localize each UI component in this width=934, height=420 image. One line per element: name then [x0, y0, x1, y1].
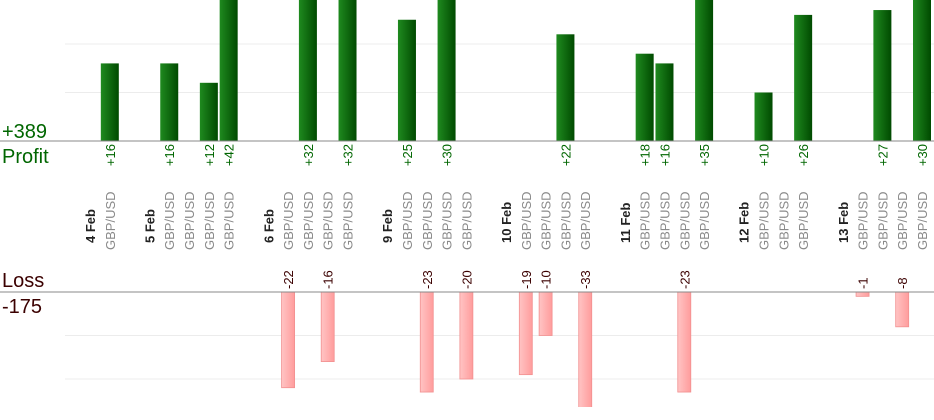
pair-label: GBP/USD	[875, 191, 890, 250]
date-label: 11 Feb	[618, 202, 633, 243]
profit-value-label: +30	[440, 144, 455, 166]
pair-label: GBP/USD	[539, 191, 554, 250]
pair-label: GBP/USD	[657, 191, 672, 250]
profit-value-label: +10	[757, 144, 772, 166]
profit-value-label: +12	[202, 144, 217, 166]
loss-bar	[459, 292, 474, 380]
loss-value-label: -10	[539, 270, 554, 289]
pair-label: GBP/USD	[459, 191, 474, 250]
profit-bar	[873, 10, 892, 141]
date-label: 10 Feb	[499, 202, 514, 243]
loss-value-label: -23	[677, 270, 692, 289]
profit-value-label: +35	[697, 144, 712, 166]
loss-value-label: -1	[856, 277, 871, 289]
loss-value-label: -23	[420, 270, 435, 289]
loss-bar	[895, 292, 910, 328]
pair-label: GBP/USD	[578, 191, 593, 250]
loss-value-label: -8	[895, 277, 910, 289]
loss-bar	[538, 292, 553, 336]
profit-value-label: +22	[558, 144, 573, 166]
loss-bar	[419, 292, 434, 393]
loss-value-label: -19	[519, 270, 534, 289]
loss-value-label: -33	[578, 270, 593, 289]
profit-total: +389	[2, 121, 47, 143]
pair-label: GBP/USD	[895, 191, 910, 250]
pair-label: GBP/USD	[162, 191, 177, 250]
pair-label: GBP/USD	[202, 191, 217, 250]
pair-label: GBP/USD	[440, 191, 455, 250]
loss-value-label: -22	[281, 270, 296, 289]
loss-total: -175	[2, 296, 42, 318]
pair-label: GBP/USD	[856, 191, 871, 250]
profit-bar	[100, 63, 119, 141]
pair-label: GBP/USD	[757, 191, 772, 250]
pair-label: GBP/USD	[677, 191, 692, 250]
pair-label: GBP/USD	[341, 191, 356, 250]
bars	[100, 0, 931, 407]
profit-bar	[397, 19, 416, 141]
pair-label: GBP/USD	[638, 191, 653, 250]
profit-bar	[635, 53, 654, 141]
pair-label: GBP/USD	[301, 191, 316, 250]
profit-value-label: +18	[638, 144, 653, 166]
profit-bar	[160, 63, 179, 141]
loss-value-label: -20	[459, 270, 474, 289]
pair-label: GBP/USD	[222, 191, 237, 250]
profit-value-label: +42	[222, 144, 237, 166]
profit-bar	[298, 0, 317, 141]
loss-bar	[518, 292, 533, 376]
date-label: 9 Feb	[380, 209, 395, 243]
profit-bar	[219, 0, 238, 141]
gridlines	[65, 43, 934, 380]
profit-bar	[655, 63, 674, 141]
profit-bar	[794, 14, 813, 141]
pair-label: GBP/USD	[915, 191, 930, 250]
loss-bar	[855, 292, 870, 297]
loss-bar	[320, 292, 335, 362]
axis-labels: 4 Feb GBP/USD +16 5 Feb GBP/USD +16 GBP/USD GBP…	[83, 144, 930, 289]
profit-value-label: +32	[341, 144, 356, 166]
profit-bar	[556, 34, 575, 141]
profit-value-label: +16	[657, 144, 672, 166]
date-label: 6 Feb	[261, 209, 276, 243]
loss-bar	[281, 292, 295, 389]
profit-bar	[338, 0, 357, 141]
pair-label: GBP/USD	[519, 191, 534, 250]
profit-value-label: +16	[162, 144, 177, 166]
profit-value-label: +30	[915, 144, 930, 166]
pair-label: GBP/USD	[776, 191, 791, 250]
profit-bar	[913, 0, 931, 141]
profit-bar	[437, 0, 456, 141]
profit-bar	[199, 82, 218, 141]
date-label: 12 Feb	[737, 202, 752, 243]
profit-value-label: +16	[103, 144, 118, 166]
loss-value-label: -16	[321, 270, 336, 289]
pair-label: GBP/USD	[182, 191, 197, 250]
profit-label: Profit	[2, 146, 49, 168]
date-label: 13 Feb	[836, 202, 851, 243]
profit-bar	[695, 0, 714, 141]
profit-value-label: +25	[400, 144, 415, 166]
date-label: 4 Feb	[83, 209, 98, 243]
pair-label: GBP/USD	[796, 191, 811, 250]
pair-label: GBP/USD	[281, 191, 296, 250]
loss-bar	[578, 292, 593, 407]
pair-label: GBP/USD	[420, 191, 435, 250]
loss-bar	[677, 292, 692, 393]
pair-label: GBP/USD	[558, 191, 573, 250]
pair-label: GBP/USD	[103, 191, 118, 250]
profit-value-label: +26	[796, 144, 811, 166]
profit-bar	[754, 92, 773, 141]
profit-value-label: +27	[875, 144, 890, 166]
pair-label: GBP/USD	[697, 191, 712, 250]
loss-label: Loss	[2, 270, 44, 292]
profit-value-label: +32	[301, 144, 316, 166]
date-label: 5 Feb	[142, 209, 157, 243]
pair-label: GBP/USD	[321, 191, 336, 250]
pair-label: GBP/USD	[400, 191, 415, 250]
